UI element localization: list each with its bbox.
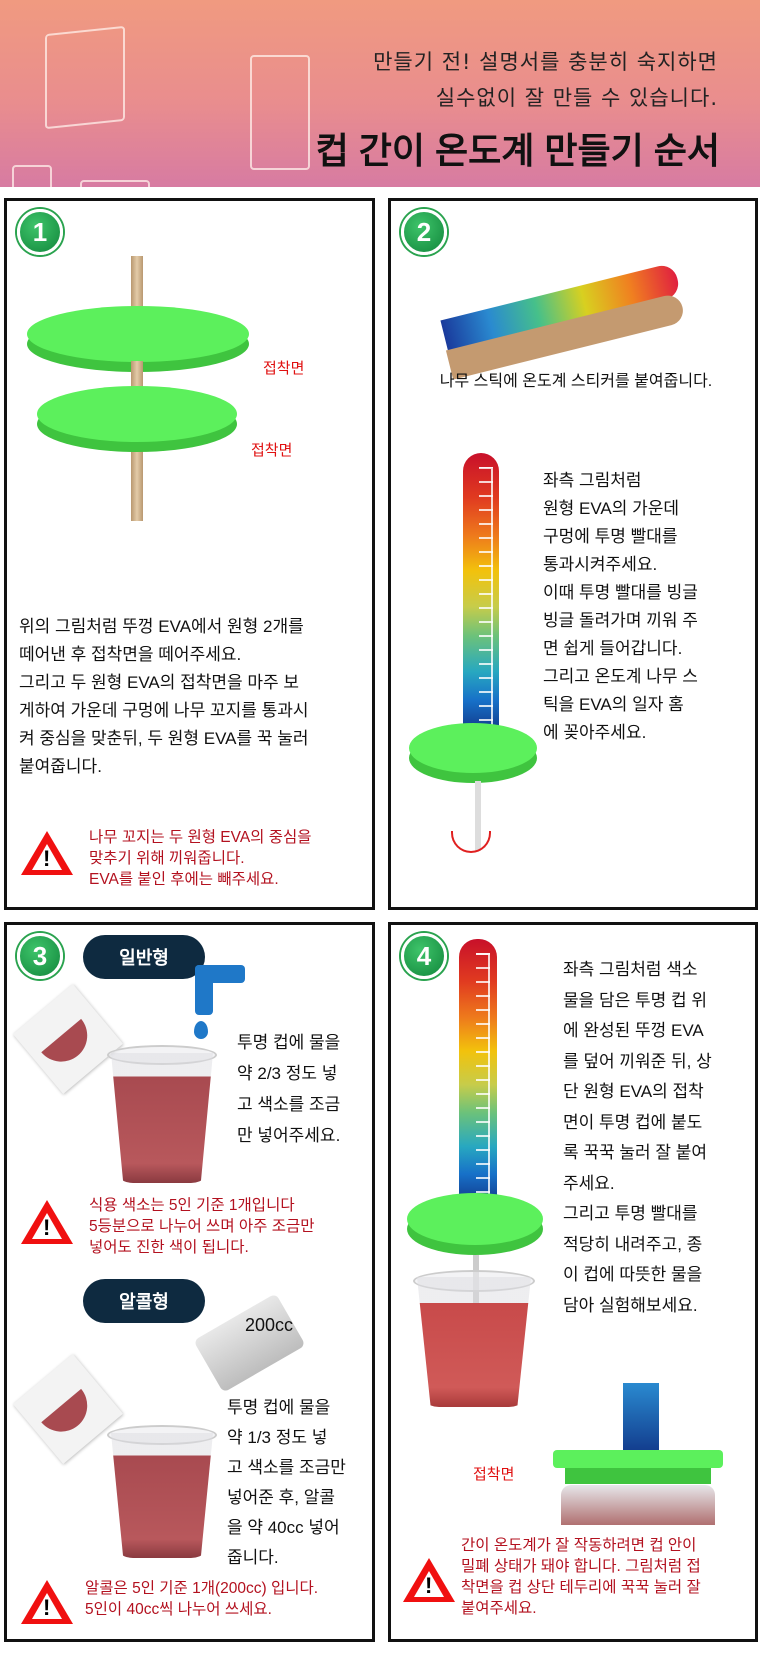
book-doodle bbox=[12, 165, 52, 187]
type-alcohol-warning: 알콜은 5인 기준 1개(200cc) 입니다. 5인이 40cc씩 나누어 쓰… bbox=[85, 1580, 319, 1618]
step-number-badge: 3 bbox=[17, 933, 63, 979]
warning-icon: ! bbox=[21, 831, 73, 875]
step-number-badge: 4 bbox=[401, 933, 447, 979]
eva-disk-bottom bbox=[37, 386, 237, 442]
cup-with-colored-water bbox=[111, 1053, 213, 1183]
step-3-panel: 3 일반형 투명 컵에 물을 약 2/3 정도 넣 고 색소를 조금 만 넣어주… bbox=[4, 922, 375, 1642]
food-coloring-packet bbox=[13, 984, 123, 1094]
eva-disk bbox=[409, 723, 537, 773]
adhesive-label: 접착면 bbox=[263, 360, 305, 377]
cup-with-colored-water bbox=[111, 1433, 213, 1558]
step-4-warning: 간이 온도계가 잘 작동하려면 컵 안이 밀폐 상태가 돼야 합니다. 그림처럼… bbox=[461, 1537, 701, 1617]
header-subtitle-line2: 실수없이 잘 만들 수 있습니다. bbox=[435, 86, 718, 110]
alcohol-bottle bbox=[193, 1293, 306, 1393]
cup-with-colored-water bbox=[417, 1277, 531, 1407]
step-1-instructions: 위의 그림처럼 뚜껑 EVA에서 원형 2개를 떼어낸 후 접착면을 떼어주세요… bbox=[19, 617, 309, 776]
step-2-instructions: 좌측 그림처럼 원형 EVA의 가운데 구멍에 투명 빨대를 통과시켜주세요. … bbox=[543, 471, 698, 742]
bottle-volume-label: 200cc bbox=[245, 1315, 294, 1335]
book-doodle bbox=[80, 180, 150, 187]
eva-lid-top bbox=[553, 1450, 723, 1468]
wooden-skewer bbox=[131, 361, 143, 393]
adhesive-label: 접착면 bbox=[251, 442, 293, 459]
warning-icon: ! bbox=[403, 1558, 455, 1602]
type-normal-instructions: 투명 컵에 물을 약 2/3 정도 넣 고 색소를 조금 만 넣어주세요. bbox=[237, 1033, 341, 1145]
warning-icon: ! bbox=[21, 1200, 73, 1244]
header-subtitle-line1: 만들기 전! 설명서를 충분히 숙지하면 bbox=[373, 50, 718, 74]
page-title: 컵 간이 온도계 만들기 순서 bbox=[315, 130, 720, 171]
step-4-panel: 4 좌측 그림처럼 색소 물을 담은 투명 컵 위 에 완성된 뚜껑 EVA 를… bbox=[388, 922, 758, 1642]
header-banner: 만들기 전! 설명서를 충분히 숙지하면 실수없이 잘 만들 수 있습니다. 컵… bbox=[0, 0, 760, 187]
book-doodle bbox=[250, 55, 310, 170]
food-coloring-packet bbox=[13, 1354, 123, 1464]
eva-lid-bottom bbox=[565, 1468, 711, 1484]
step-number-badge: 1 bbox=[17, 209, 63, 255]
type-alcohol-instructions: 투명 컵에 물을 약 1/3 정도 넣 고 색소를 조금만 넣어준 후, 알콜 … bbox=[227, 1398, 346, 1567]
eva-disk-top bbox=[27, 306, 249, 362]
step-1-panel: 1 접착면 접착면 위의 그림처럼 뚜껑 EVA에서 원형 2개를 떼어낸 후 … bbox=[4, 198, 375, 910]
type-alcohol-pill: 알콜형 bbox=[83, 1279, 205, 1323]
step-2-panel: 2 나무 스틱에 온도계 스티커를 붙여줍니다. 좌측 그림처럼 원형 EVA의… bbox=[388, 198, 758, 910]
faucet-icon bbox=[195, 965, 213, 1015]
type-normal-warning: 식용 색소는 5인 기준 1개입니다 5등분으로 나누어 쓰며 아주 조금만 넣… bbox=[89, 1197, 315, 1256]
adhesive-label: 접착면 bbox=[473, 1466, 515, 1483]
rotate-arrow-icon bbox=[451, 831, 491, 853]
eva-lid bbox=[407, 1193, 543, 1245]
water-drop-icon bbox=[194, 1021, 208, 1039]
warning-icon: ! bbox=[21, 1580, 73, 1624]
thermometer-stick bbox=[459, 939, 497, 1219]
book-doodle bbox=[45, 25, 125, 130]
step-number-badge: 2 bbox=[401, 209, 447, 255]
straw bbox=[475, 781, 481, 851]
step-1-warning: 나무 꼬지는 두 원형 EVA의 중심을 맞추기 위해 끼워줍니다. EVA를 … bbox=[89, 829, 312, 888]
type-normal-pill: 일반형 bbox=[83, 935, 205, 979]
step-4-instructions: 좌측 그림처럼 색소 물을 담은 투명 컵 위 에 완성된 뚜껑 EVA 를 덮… bbox=[563, 960, 712, 1315]
thermometer-stick-bottom bbox=[623, 1383, 659, 1453]
cup-top bbox=[561, 1485, 715, 1525]
step-2-caption: 나무 스틱에 온도계 스티커를 붙여줍니다. bbox=[439, 373, 713, 390]
thermometer-stick bbox=[463, 453, 499, 748]
